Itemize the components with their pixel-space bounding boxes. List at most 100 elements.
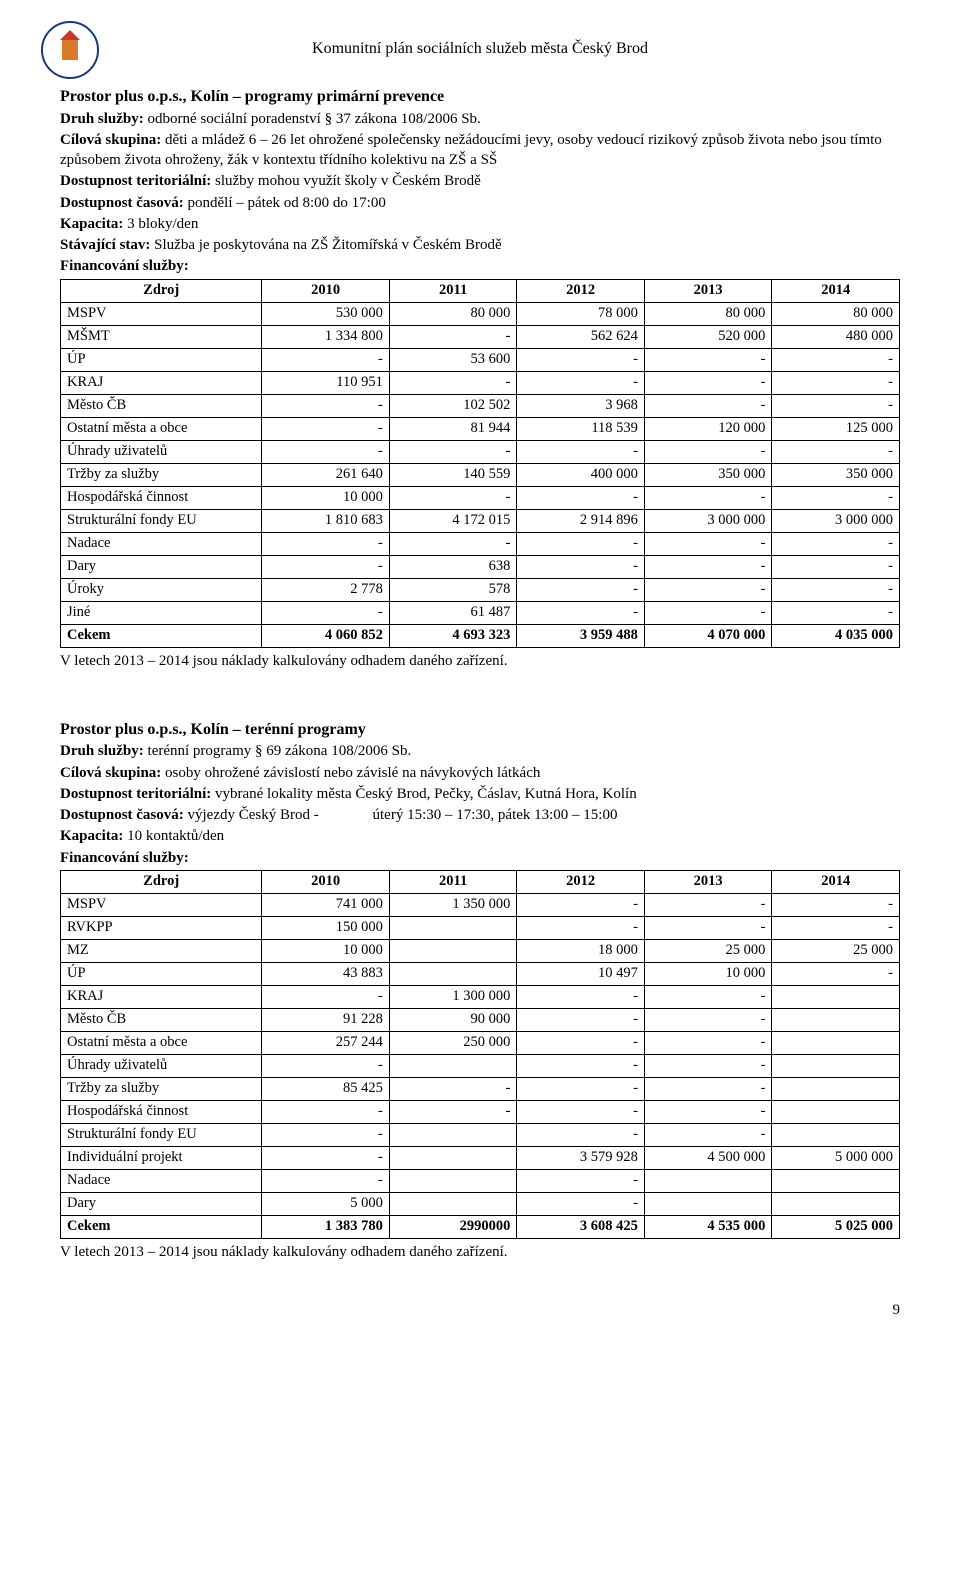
row-label: Ostatní města a obce: [61, 417, 262, 440]
cell-value: 10 000: [262, 486, 390, 509]
col-header-year: 2010: [262, 870, 390, 893]
cell-value: 80 000: [389, 302, 517, 325]
cell-value: -: [772, 532, 900, 555]
cell-value: -: [262, 985, 390, 1008]
cell-value: 3 608 425: [517, 1215, 645, 1238]
cell-value: -: [262, 440, 390, 463]
cell-value: 3 579 928: [517, 1146, 645, 1169]
row-label: Nadace: [61, 1169, 262, 1192]
cell-value: -: [262, 417, 390, 440]
table-row: Úroky2 778578---: [61, 578, 900, 601]
cell-value: 2 914 896: [517, 509, 645, 532]
row-label: Strukturální fondy EU: [61, 509, 262, 532]
row-label: Úroky: [61, 578, 262, 601]
cell-value: -: [644, 1077, 772, 1100]
cell-value: -: [644, 1031, 772, 1054]
cell-value: -: [517, 893, 645, 916]
row-label: KRAJ: [61, 371, 262, 394]
cell-value: -: [262, 532, 390, 555]
cell-value: -: [517, 1008, 645, 1031]
row-label: Město ČB: [61, 1008, 262, 1031]
cell-value: 91 228: [262, 1008, 390, 1031]
cell-value: -: [772, 440, 900, 463]
cell-value: -: [262, 1100, 390, 1123]
table-row: Nadace--: [61, 1169, 900, 1192]
table-section1: Zdroj20102011201220132014MSPV530 00080 0…: [60, 279, 900, 648]
cell-value: -: [517, 371, 645, 394]
cell-value: -: [772, 893, 900, 916]
cell-value: -: [644, 985, 772, 1008]
section1-stav: Stávající stav: Služba je poskytována na…: [60, 235, 900, 255]
cell-value: 80 000: [772, 302, 900, 325]
cell-value: -: [389, 532, 517, 555]
table-row: Město ČB91 22890 000--: [61, 1008, 900, 1031]
cell-value: [389, 1054, 517, 1077]
cell-value: -: [389, 1077, 517, 1100]
section2-dost-cas: Dostupnost časová: výjezdy Český Brod - …: [60, 805, 900, 825]
section1-title: Prostor plus o.p.s., Kolín – programy pr…: [60, 86, 900, 108]
cell-value: -: [517, 1169, 645, 1192]
cell-value: 10 000: [262, 939, 390, 962]
cell-value: -: [517, 1100, 645, 1123]
table-row: Město ČB-102 5023 968--: [61, 394, 900, 417]
cell-value: 150 000: [262, 916, 390, 939]
table-row: MSPV741 0001 350 000---: [61, 893, 900, 916]
row-label: MSPV: [61, 302, 262, 325]
cell-value: -: [389, 371, 517, 394]
kap-label: Kapacita:: [60, 828, 123, 844]
cell-value: -: [644, 394, 772, 417]
table-row: Nadace-----: [61, 532, 900, 555]
section2-dost-ter: Dostupnost teritoriální: vybrané lokalit…: [60, 784, 900, 804]
cell-value: -: [517, 1077, 645, 1100]
dost-ter-value: služby mohou využít školy v Českém Brodě: [211, 173, 481, 189]
cell-value: 530 000: [262, 302, 390, 325]
cell-value: 53 600: [389, 348, 517, 371]
cell-value: -: [517, 916, 645, 939]
cell-value: 18 000: [517, 939, 645, 962]
table-row: Strukturální fondy EU---: [61, 1123, 900, 1146]
row-label: MSPV: [61, 893, 262, 916]
cell-value: -: [262, 1169, 390, 1192]
kap-value: 3 bloky/den: [123, 216, 198, 232]
dost-cas-value-a: výjezdy Český Brod -: [184, 807, 323, 823]
cell-value: 4 060 852: [262, 624, 390, 647]
dost-ter-value: vybrané lokality města Český Brod, Pečky…: [211, 786, 636, 802]
cell-value: -: [772, 601, 900, 624]
cell-value: 78 000: [517, 302, 645, 325]
cell-value: -: [389, 325, 517, 348]
row-label: Strukturální fondy EU: [61, 1123, 262, 1146]
cell-value: -: [262, 555, 390, 578]
cell-value: -: [517, 1123, 645, 1146]
dost-cas-value: pondělí – pátek od 8:00 do 17:00: [184, 195, 386, 211]
table-row: Cekem1 383 78029900003 608 4254 535 0005…: [61, 1215, 900, 1238]
kap-label: Kapacita:: [60, 216, 123, 232]
cell-value: 5 025 000: [772, 1215, 900, 1238]
cell-value: -: [262, 394, 390, 417]
table-row: KRAJ-1 300 000--: [61, 985, 900, 1008]
cell-value: 4 500 000: [644, 1146, 772, 1169]
table-row: Tržby za služby85 425---: [61, 1077, 900, 1100]
col-header-year: 2012: [517, 870, 645, 893]
cell-value: 61 487: [389, 601, 517, 624]
stav-value: Služba je poskytována na ZŠ Žitomířská v…: [150, 237, 501, 253]
cell-value: 4 693 323: [389, 624, 517, 647]
dost-cas-value-b: úterý 15:30 – 17:30, pátek 13:00 – 15:00: [373, 807, 618, 823]
cil-label: Cílová skupina:: [60, 765, 161, 781]
cell-value: [389, 962, 517, 985]
cell-value: -: [644, 486, 772, 509]
cell-value: -: [262, 601, 390, 624]
table-row: Dary-638---: [61, 555, 900, 578]
cell-value: 90 000: [389, 1008, 517, 1031]
cell-value: -: [644, 1123, 772, 1146]
col-header-year: 2014: [772, 279, 900, 302]
cell-value: -: [644, 440, 772, 463]
cell-value: 118 539: [517, 417, 645, 440]
cell-value: [644, 1192, 772, 1215]
cell-value: 120 000: [644, 417, 772, 440]
cell-value: -: [772, 371, 900, 394]
cell-value: -: [644, 555, 772, 578]
cell-value: [772, 1031, 900, 1054]
row-label: MŠMT: [61, 325, 262, 348]
cell-value: 140 559: [389, 463, 517, 486]
table-row: Hospodářská činnost----: [61, 1100, 900, 1123]
